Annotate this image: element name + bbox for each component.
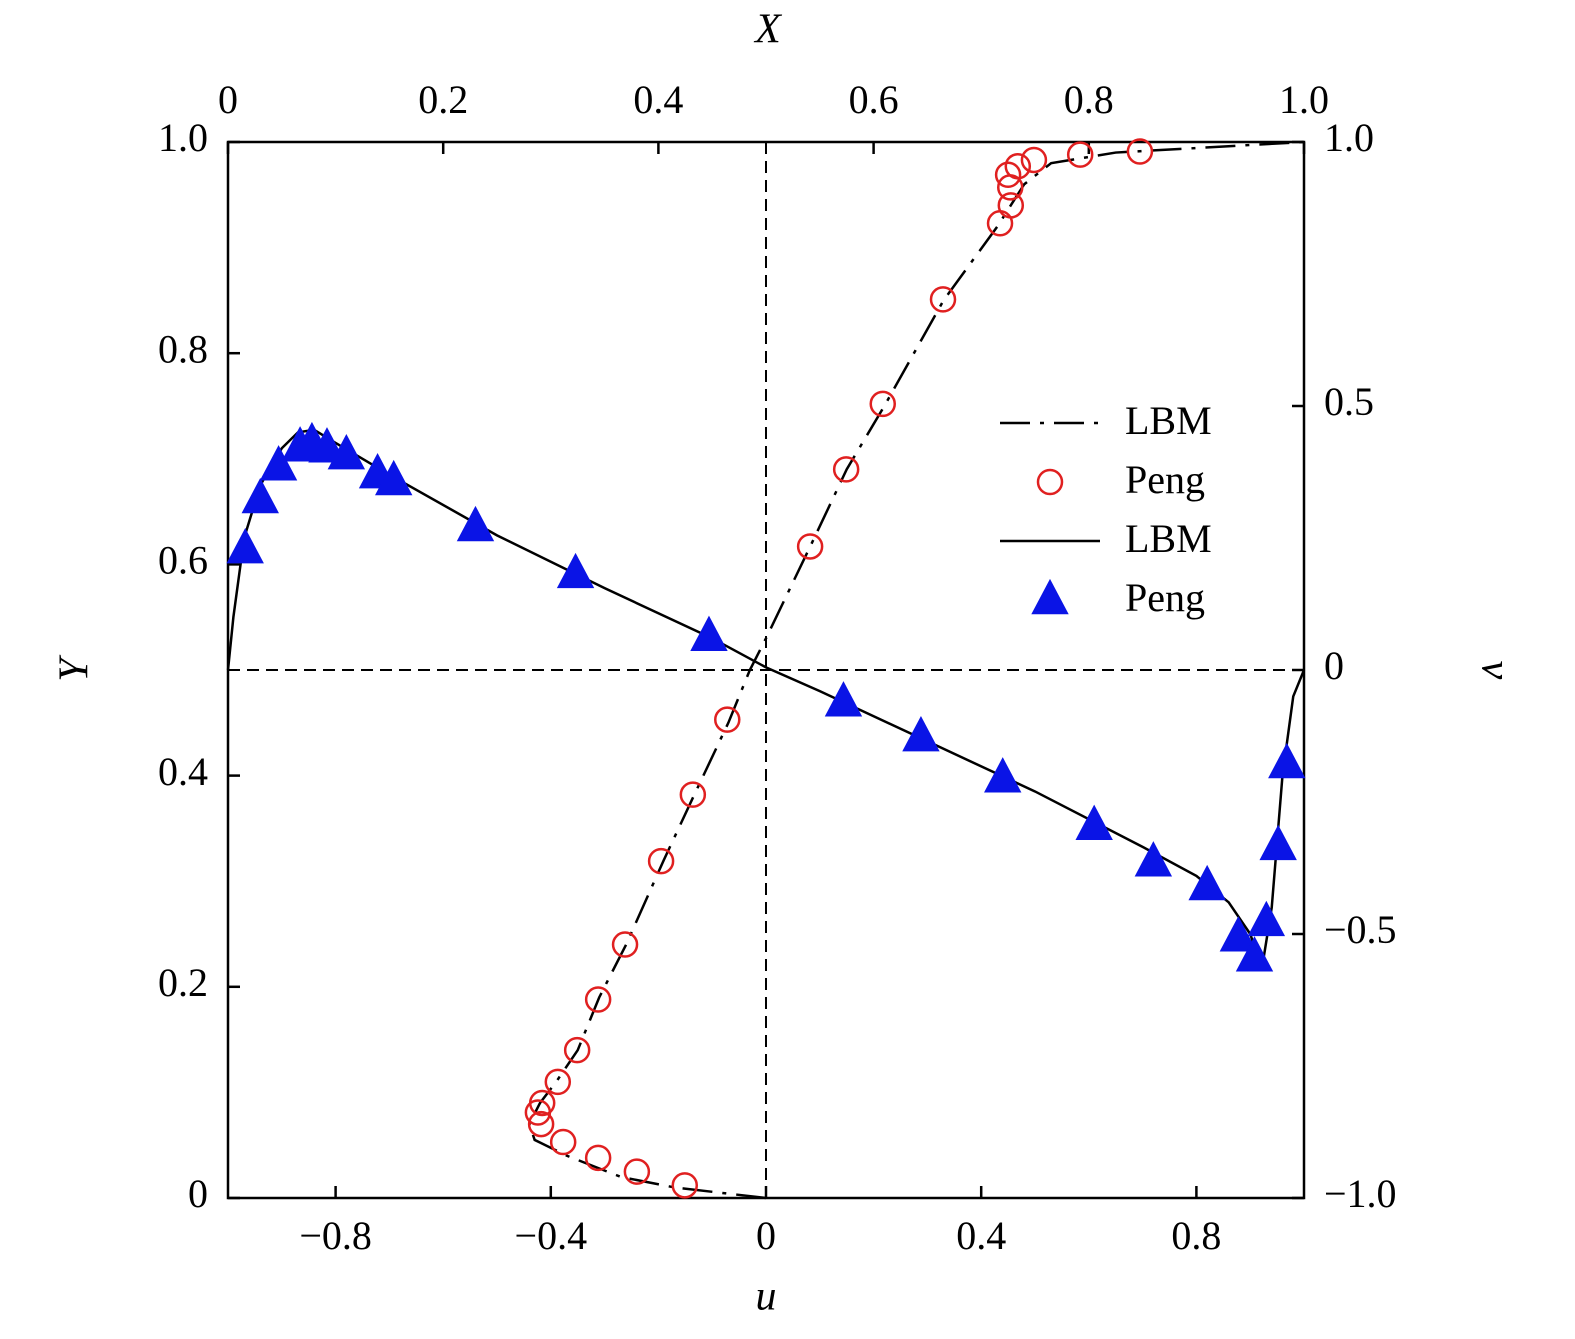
triangle-marker [1259, 824, 1297, 861]
circle-marker [679, 781, 707, 808]
triangle-marker [226, 528, 264, 564]
tick-label: 0 [756, 1213, 776, 1258]
tick-label: 0.4 [158, 749, 208, 794]
triangle-marker [1219, 916, 1258, 952]
circle-marker [584, 986, 612, 1013]
tick-label: 0.8 [158, 326, 208, 371]
circle-marker [1066, 141, 1094, 168]
tick-label: 0.2 [158, 960, 208, 1005]
legend-marker [1031, 578, 1069, 615]
legend-label: Peng [1125, 575, 1205, 620]
circle-marker [524, 1099, 552, 1126]
circle-marker [611, 931, 639, 958]
circle-marker [647, 847, 675, 875]
legend-label: LBM [1125, 516, 1212, 561]
tick-label: 0.4 [633, 77, 683, 122]
circle-marker [584, 1144, 612, 1172]
x-axis-label: u [756, 1274, 777, 1320]
circle-marker [986, 210, 1014, 237]
line-series [527, 140, 1305, 1200]
circle-marker [1020, 146, 1048, 174]
circle-marker [623, 1158, 651, 1185]
triangle-marker [1268, 742, 1306, 779]
tick-label: −0.5 [1324, 907, 1397, 952]
triangle-marker [690, 615, 728, 652]
tick-label: 1.0 [1279, 77, 1329, 122]
tick-label: 0.6 [158, 538, 208, 583]
circle-marker [929, 286, 957, 313]
tick-label: −0.8 [299, 1213, 372, 1258]
y2-axis-label: v [1472, 661, 1518, 680]
y-axis-label: Y [52, 654, 98, 682]
triangle-marker [1247, 900, 1286, 937]
tick-label: 1.0 [158, 115, 208, 160]
triangle-marker [824, 681, 863, 717]
circle-marker [994, 161, 1022, 188]
legend-marker [1036, 468, 1064, 496]
triangle-marker [902, 715, 940, 752]
tick-label: 1.0 [1324, 115, 1374, 160]
circle-marker [1126, 138, 1154, 165]
circle-marker [527, 1110, 555, 1138]
x2-axis-label: X [753, 7, 783, 53]
triangle-marker [1235, 936, 1274, 972]
circle-marker [549, 1128, 577, 1156]
legend-label: Peng [1125, 457, 1205, 502]
triangle-marker [1188, 864, 1226, 901]
tick-label: 0.5 [1324, 379, 1374, 424]
triangle-marker [556, 552, 595, 589]
triangle-marker [241, 477, 279, 514]
tick-label: 0 [218, 77, 238, 122]
circle-marker [997, 174, 1024, 201]
tick-label: −1.0 [1324, 1171, 1397, 1216]
triangle-marker [1075, 804, 1113, 841]
triangle-marker [259, 445, 298, 481]
circle-marker [832, 456, 860, 483]
circle-marker [796, 533, 824, 560]
legend-label: LBM [1125, 398, 1212, 443]
tick-label: 0 [1324, 643, 1344, 688]
tick-label: 0.8 [1064, 77, 1114, 122]
tick-label: 0.6 [849, 77, 899, 122]
circle-marker [671, 1172, 699, 1199]
tick-label: 0 [188, 1171, 208, 1216]
triangle-marker [327, 434, 366, 470]
triangle-marker [984, 757, 1022, 793]
triangle-marker [1134, 841, 1173, 877]
triangle-marker [456, 505, 495, 542]
triangle-marker [375, 459, 413, 496]
circle-marker [714, 706, 741, 733]
tick-label: 0.2 [418, 77, 468, 122]
tick-label: 0.4 [956, 1213, 1006, 1258]
tick-label: 0.8 [1171, 1213, 1221, 1258]
tick-label: −0.4 [515, 1213, 588, 1258]
circle-marker [544, 1068, 572, 1096]
circle-marker [869, 390, 896, 418]
circle-marker [563, 1036, 591, 1064]
